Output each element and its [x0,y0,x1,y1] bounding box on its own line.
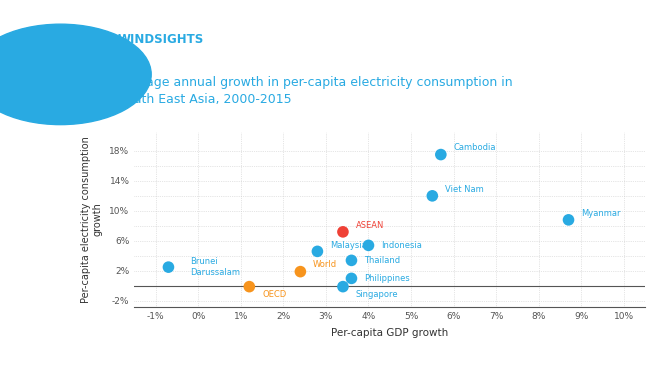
Point [312,248,323,254]
Point [346,257,357,263]
Text: Myanmar: Myanmar [581,209,621,218]
Point [244,284,255,290]
Point [337,229,348,235]
Text: ASEAN: ASEAN [355,221,384,230]
Text: Source: International Energy Agency, South East Asia Energy Outlook (2017): Source: International Energy Agency, Sou… [7,350,233,355]
Text: Indonesia: Indonesia [381,241,422,250]
Text: Philippines: Philippines [364,274,410,283]
Y-axis label: Per-capita electricity consumption
growth: Per-capita electricity consumption growt… [81,136,102,303]
Text: World: World [313,260,337,269]
Point [295,269,306,275]
Point [163,264,174,270]
Text: Thailand: Thailand [364,256,401,265]
X-axis label: Per-capita GDP growth: Per-capita GDP growth [331,328,448,338]
Text: Malaysia: Malaysia [330,241,367,250]
Point [427,193,437,199]
Text: OECD: OECD [262,290,286,299]
Point [346,275,357,281]
Text: WINDSIGHTS: WINDSIGHTS [118,33,204,45]
Point [363,243,374,248]
Text: Brunei
Darussalam: Brunei Darussalam [190,257,240,277]
Point [435,152,446,158]
Text: GLOBAL WIND ENERGY COUNCIL: GLOBAL WIND ENERGY COUNCIL [601,362,668,366]
Text: Viet Nam: Viet Nam [445,185,484,193]
Text: Singapore: Singapore [355,290,398,299]
Point [563,217,574,223]
Text: Average annual growth in per-capita electricity consumption in
South East Asia, : Average annual growth in per-capita elec… [118,76,512,106]
Text: Cambodia: Cambodia [454,143,496,152]
Text: GWEC: GWEC [601,342,643,355]
Point [337,284,348,290]
